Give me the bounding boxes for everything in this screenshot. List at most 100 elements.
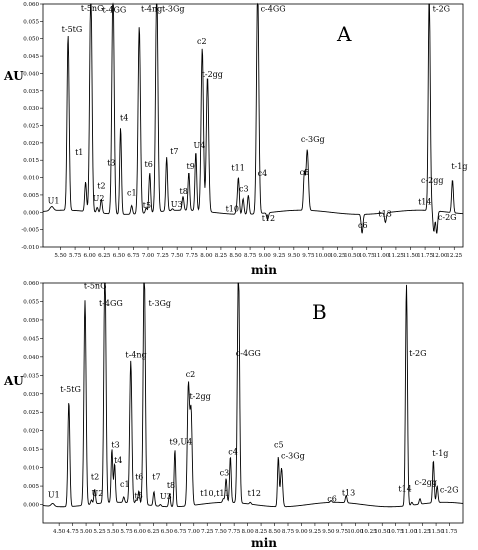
panel-b-y-tick-label: 0.035 <box>23 373 39 379</box>
panel-a-peak-label: t-4ng <box>141 5 162 14</box>
panel-b-x-tick-label: 6.75 <box>174 529 187 535</box>
panel-a-x-tick-label: 7.25 <box>156 253 169 259</box>
panel-a-peak-label: t9 <box>187 162 195 171</box>
panel-b-y-tick-label: 0.020 <box>23 429 39 435</box>
panel-a-signal-trace <box>42 2 464 234</box>
panel-b-peak-label: t-5nG <box>84 282 107 291</box>
panel-b-x-tick-label: 4.50 <box>53 529 66 535</box>
panel-b-y-tick-label: 0.040 <box>23 355 39 361</box>
panel-a-y-tick-label: -0.005 <box>21 228 39 234</box>
panel-a-x-tick-label: 6.25 <box>98 253 111 259</box>
panel-b-x-tick-label: 7.50 <box>215 529 228 535</box>
panel-a-x-tick-label: 6.00 <box>84 253 97 259</box>
panel-a-x-tick-label: 10.75 <box>359 253 375 259</box>
panel-b-x-tick-label: 11.75 <box>442 529 458 535</box>
panel-a-peak-label: c5 <box>300 168 310 177</box>
panel-b-peak-label: t12 <box>248 489 261 498</box>
panel-b-peak-label: c-2G <box>440 485 459 494</box>
panel-b-peak-label: t-4GG <box>99 299 123 308</box>
panel-b-peak-label: t-5tG <box>60 385 81 394</box>
panel-a-peak-label: t-5nG <box>81 4 104 13</box>
panel-a-peak-label: c-4GG <box>261 5 286 14</box>
panel-b-y-tick-label: 0.045 <box>23 336 39 342</box>
panel-b-x-tick-label: 11.25 <box>415 529 431 535</box>
panel-a-x-tick-label: 5.75 <box>69 253 82 259</box>
panel-b-peak-label: t13 <box>342 488 355 497</box>
panel-b-y-tick-label: 0.030 <box>23 392 39 398</box>
panel-a-y-tick-label: 0.060 <box>23 2 39 8</box>
panel-b-peak-label: t9,U4 <box>170 438 193 447</box>
panel-a-y-tick-label: 0.025 <box>23 124 39 130</box>
panel-b-x-tick-label: 6.00 <box>134 529 147 535</box>
panel-b-x-tick-label: 11.50 <box>428 529 444 535</box>
panel-b-x-tick-label: 11.00 <box>401 529 417 535</box>
panel-b-x-axis-title: min <box>251 536 277 550</box>
panel-a-peak-label: t1 <box>75 148 83 157</box>
panel-b-x-tick-label: 7.00 <box>188 529 201 535</box>
panel-a-y-tick-label: 0.055 <box>23 19 39 25</box>
panel-b-x-tick-label: 9.75 <box>336 529 349 535</box>
panel-a-y-tick-label: 0.035 <box>23 89 39 95</box>
panel-a-x-tick-label: 10.50 <box>344 253 360 259</box>
panel-b-x-tick-label: 10.00 <box>347 529 363 535</box>
panel-a-x-tick-label: 9.75 <box>302 253 315 259</box>
panel-a-x-tick-label: 8.50 <box>229 253 242 259</box>
panel-a-letter: A <box>336 22 352 46</box>
panel-a-peak-label: t-1g <box>451 162 467 171</box>
panel-b-x-tick-label: 6.25 <box>147 529 160 535</box>
panel-a-plot-frame <box>42 3 464 248</box>
panel-b-peak-label: t-2G <box>409 349 426 358</box>
panel-a-x-tick-label: 7.50 <box>171 253 184 259</box>
panel-a-y-tick-label: 0.030 <box>23 106 39 112</box>
panel-b-x-tick-label: 9.00 <box>295 529 308 535</box>
panel-b-x-tick-label: 8.25 <box>255 529 268 535</box>
panel-b-peak-label: U3 <box>160 492 172 501</box>
panel-a-peak-label: c4 <box>258 169 268 178</box>
panel-a-peak-label: U4 <box>194 141 206 150</box>
panel-b-x-tick-label: 5.50 <box>107 529 120 535</box>
panel-b-x-tick-label: 9.50 <box>322 529 335 535</box>
panel-b-y-tick-label: 0.060 <box>23 281 39 287</box>
panel-a-y-tick-label: 0.005 <box>23 193 39 199</box>
panel-a-peak-label: t12 <box>262 214 275 223</box>
panel-b-x-tick-label: 10.75 <box>388 529 404 535</box>
panel-b-peak-label: U2 <box>91 489 103 498</box>
panel-a-peak-label: c3 <box>239 184 249 193</box>
panel-b-peak-label: t-1g <box>432 449 448 458</box>
panel-b-peak-label: t5 <box>135 491 143 500</box>
panel-a-peak-label: c2 <box>197 37 207 46</box>
panel-b-x-tick-label: 5.75 <box>120 529 133 535</box>
panel-b-peak-label: t10,t11 <box>200 489 229 498</box>
panel-b-peak-label: t3 <box>111 440 119 449</box>
panel-a-y-tick-label: 0.050 <box>23 37 39 43</box>
panel-a-peak-label: c1 <box>127 189 137 198</box>
panel-b-x-tick-label: 8.00 <box>241 529 254 535</box>
panel-a-peak-label: U1 <box>48 197 60 206</box>
panel-a-peak-label: t4 <box>120 113 128 122</box>
panel-a-peak-label: t2 <box>97 182 105 191</box>
panel-b-x-tick-label: 8.50 <box>268 529 281 535</box>
panel-a-x-tick-label: 12.25 <box>446 253 462 259</box>
panel-a-x-tick-label: 8.25 <box>215 253 228 259</box>
panel-a-x-tick-label: 9.50 <box>288 253 301 259</box>
panel-a-peak-label: U3 <box>171 200 183 209</box>
panel-a-peak-label: c-2G <box>438 213 457 222</box>
panel-b-peak-label: t7 <box>152 472 160 481</box>
panel-a-x-tick-label: 5.50 <box>54 253 67 259</box>
panel-b-peak-label: c4 <box>228 447 238 456</box>
panel-b-peak-label: c6 <box>327 495 337 504</box>
panel-a-peak-label: t-5tG <box>62 25 83 34</box>
panel-b-peak-label: t8 <box>167 481 175 490</box>
panel-b-y-tick-label: 0.000 <box>23 503 39 509</box>
panel-b-peak-label: t14 <box>398 485 411 494</box>
panel-a-peak-label: t7 <box>170 147 178 156</box>
panel-a-peak-label: t13 <box>378 209 391 218</box>
panel-b-y-tick-label: 0.010 <box>23 466 39 472</box>
panel-a-peak-label: t-4GG <box>103 6 127 15</box>
panel-a-y-tick-label: 0.040 <box>23 71 39 77</box>
panel-b-y-axis-title: AU <box>3 374 24 388</box>
panel-a-peak-label: t-2gg <box>202 70 223 79</box>
panel-a-x-tick-label: 6.50 <box>113 253 126 259</box>
panel-a-x-tick-label: 10.00 <box>315 253 331 259</box>
